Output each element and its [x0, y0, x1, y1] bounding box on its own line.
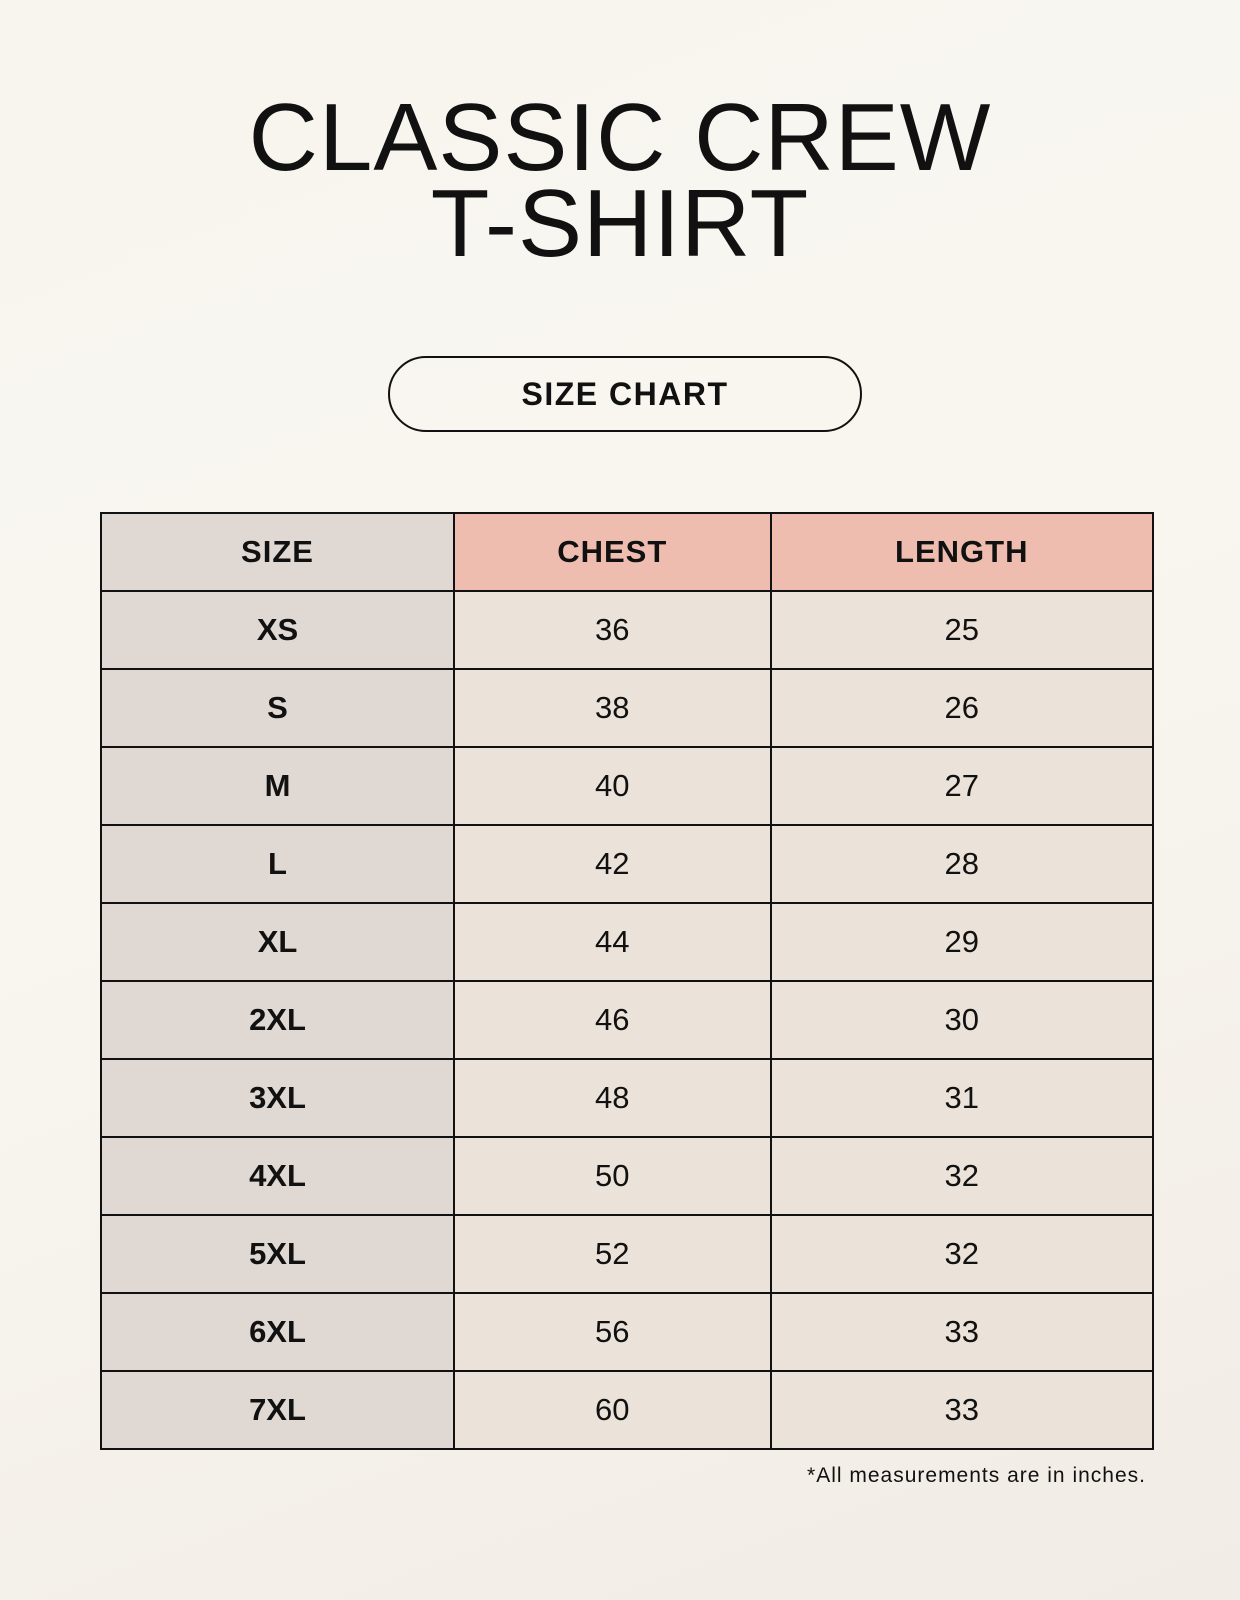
cell-size: 4XL: [100, 1136, 455, 1216]
cell-length: 31: [769, 1058, 1155, 1138]
cell-chest: 38: [453, 668, 772, 748]
cell-chest: 40: [453, 746, 772, 826]
table-row: 3XL 48 31: [100, 1058, 1155, 1138]
cell-length: 27: [769, 746, 1155, 826]
cell-size: M: [100, 746, 455, 826]
cell-size: 6XL: [100, 1292, 455, 1372]
cell-length: 32: [769, 1136, 1155, 1216]
table-row: 4XL 50 32: [100, 1136, 1155, 1216]
size-table: SIZE CHEST LENGTH XS 36 25 S 38 26 M 40 27 L 42 28 X…: [100, 512, 1155, 1450]
header-size: SIZE: [100, 512, 455, 592]
cell-chest: 50: [453, 1136, 772, 1216]
table-row: 2XL 46 30: [100, 980, 1155, 1060]
cell-size: 5XL: [100, 1214, 455, 1294]
cell-length: 33: [769, 1370, 1155, 1450]
cell-size: XS: [100, 590, 455, 670]
title-line-1: CLASSIC CREW: [248, 84, 992, 191]
table-row: XS 36 25: [100, 590, 1155, 670]
cell-chest: 44: [453, 902, 772, 982]
cell-length: 26: [769, 668, 1155, 748]
table-row: 7XL 60 33: [100, 1370, 1155, 1450]
cell-size: 2XL: [100, 980, 455, 1060]
measurement-note: *All measurements are in inches.: [807, 1464, 1146, 1487]
size-chart-badge: SIZE CHART: [388, 356, 862, 432]
cell-size: 3XL: [100, 1058, 455, 1138]
cell-chest: 48: [453, 1058, 772, 1138]
cell-chest: 56: [453, 1292, 772, 1372]
table-row: 6XL 56 33: [100, 1292, 1155, 1372]
cell-chest: 46: [453, 980, 772, 1060]
table-row: 5XL 52 32: [100, 1214, 1155, 1294]
table-header-row: SIZE CHEST LENGTH: [100, 512, 1155, 592]
table-row: XL 44 29: [100, 902, 1155, 982]
cell-length: 32: [769, 1214, 1155, 1294]
cell-length: 25: [769, 590, 1155, 670]
cell-length: 30: [769, 980, 1155, 1060]
table-row: L 42 28: [100, 824, 1155, 904]
cell-chest: 52: [453, 1214, 772, 1294]
header-length: LENGTH: [769, 512, 1155, 592]
cell-size: 7XL: [100, 1370, 455, 1450]
cell-size: S: [100, 668, 455, 748]
cell-length: 28: [769, 824, 1155, 904]
header-chest: CHEST: [453, 512, 772, 592]
page-title: CLASSIC CREW T-SHIRT: [0, 84, 1240, 277]
cell-size: XL: [100, 902, 455, 982]
title-line-2: T-SHIRT: [430, 170, 810, 277]
cell-length: 33: [769, 1292, 1155, 1372]
cell-chest: 60: [453, 1370, 772, 1450]
table-row: M 40 27: [100, 746, 1155, 826]
cell-chest: 42: [453, 824, 772, 904]
cell-length: 29: [769, 902, 1155, 982]
cell-chest: 36: [453, 590, 772, 670]
cell-size: L: [100, 824, 455, 904]
table-row: S 38 26: [100, 668, 1155, 748]
